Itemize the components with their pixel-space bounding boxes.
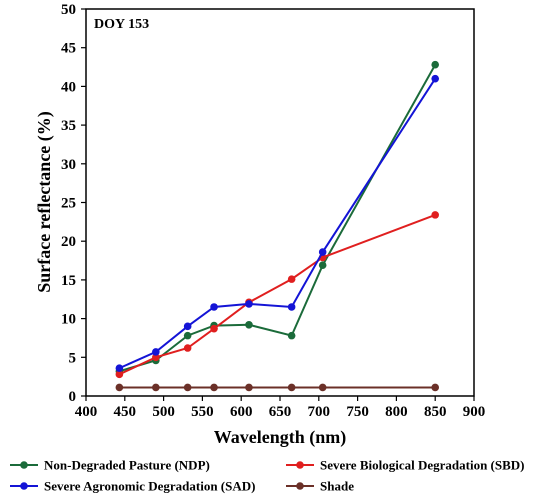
data-point [287, 303, 296, 311]
legend-label: Severe Biological Degradation (SBD) [320, 458, 525, 473]
series-3 [115, 74, 440, 372]
y-tick-label: 20 [61, 234, 76, 250]
data-point [431, 60, 440, 69]
y-tick-label: 40 [61, 79, 76, 95]
x-ticks: 400 450 500 550 600 650 700 750 800 850 900 [75, 396, 486, 420]
data-point [245, 300, 253, 308]
y-tick-label: 10 [61, 312, 76, 328]
data-point [318, 383, 327, 392]
legend: Non-Degraded Pasture (NDP) Severe Biologi… [10, 458, 525, 494]
legend-label: Severe Agronomic Degradation (SAD) [44, 479, 255, 494]
legend-item: Severe Biological Degradation (SBD) [286, 458, 525, 473]
y-tick-label: 25 [61, 196, 76, 212]
x-tick-label: 450 [114, 404, 137, 420]
x-tick-label: 550 [191, 404, 214, 420]
data-point [210, 303, 218, 311]
legend-item: Severe Agronomic Degradation (SAD) [10, 479, 255, 494]
data-point [183, 322, 192, 331]
y-tick-label: 35 [61, 118, 76, 134]
data-point [152, 383, 160, 392]
y-tick-label: 50 [61, 2, 76, 18]
x-tick-label: 500 [152, 404, 175, 420]
series-line [118, 78, 437, 370]
y-tick-label: 30 [61, 157, 76, 173]
series-line [119, 64, 437, 373]
series-layer [115, 60, 440, 392]
data-point [431, 211, 440, 219]
data-point [210, 324, 218, 333]
x-tick-label: 700 [308, 404, 331, 420]
data-point [115, 370, 124, 379]
data-point [183, 344, 192, 352]
x-tick-label: 650 [269, 404, 292, 420]
y-tick-label: 0 [69, 389, 77, 405]
y-axis-title: Surface reflectance (%) [34, 111, 55, 293]
data-point [210, 383, 218, 392]
series-1 [115, 60, 440, 376]
y-tick-label: 5 [69, 350, 77, 366]
x-tick-label: 600 [230, 404, 253, 420]
data-point [287, 275, 296, 283]
y-ticks: 0 5 10 15 20 25 30 35 40 45 50 [61, 2, 86, 405]
x-axis-title: Wavelength (nm) [214, 427, 347, 448]
legend-marker [20, 461, 28, 469]
data-point [318, 248, 327, 256]
legend-item: Non-Degraded Pasture (NDP) [10, 458, 210, 473]
x-tick-label: 800 [385, 404, 408, 420]
data-point [152, 353, 160, 362]
annotation-label: DOY 153 [94, 17, 149, 32]
legend-marker [296, 482, 304, 490]
x-tick-label: 750 [346, 404, 369, 420]
x-tick-label: 400 [75, 404, 98, 420]
legend-label: Non-Degraded Pasture (NDP) [44, 458, 210, 473]
data-point [245, 320, 253, 329]
data-point [115, 364, 124, 372]
legend-marker [296, 461, 304, 469]
legend-label: Shade [320, 479, 354, 494]
y-tick-label: 45 [61, 41, 76, 57]
data-point [318, 261, 327, 269]
data-point [287, 331, 296, 340]
data-point [152, 348, 160, 356]
data-point [287, 383, 296, 392]
data-point [245, 383, 253, 392]
x-tick-label: 850 [424, 404, 447, 420]
series-line [118, 213, 436, 376]
x-tick-label: 900 [463, 404, 486, 420]
data-point [183, 383, 192, 392]
data-point [183, 331, 192, 340]
y-tick-label: 15 [61, 273, 76, 289]
data-point [431, 383, 440, 392]
plot-frame [85, 8, 475, 397]
legend-marker [20, 482, 28, 490]
legend-item: Shade [286, 479, 354, 494]
data-point [431, 74, 440, 83]
data-point [115, 383, 124, 392]
series-4 [115, 383, 440, 392]
